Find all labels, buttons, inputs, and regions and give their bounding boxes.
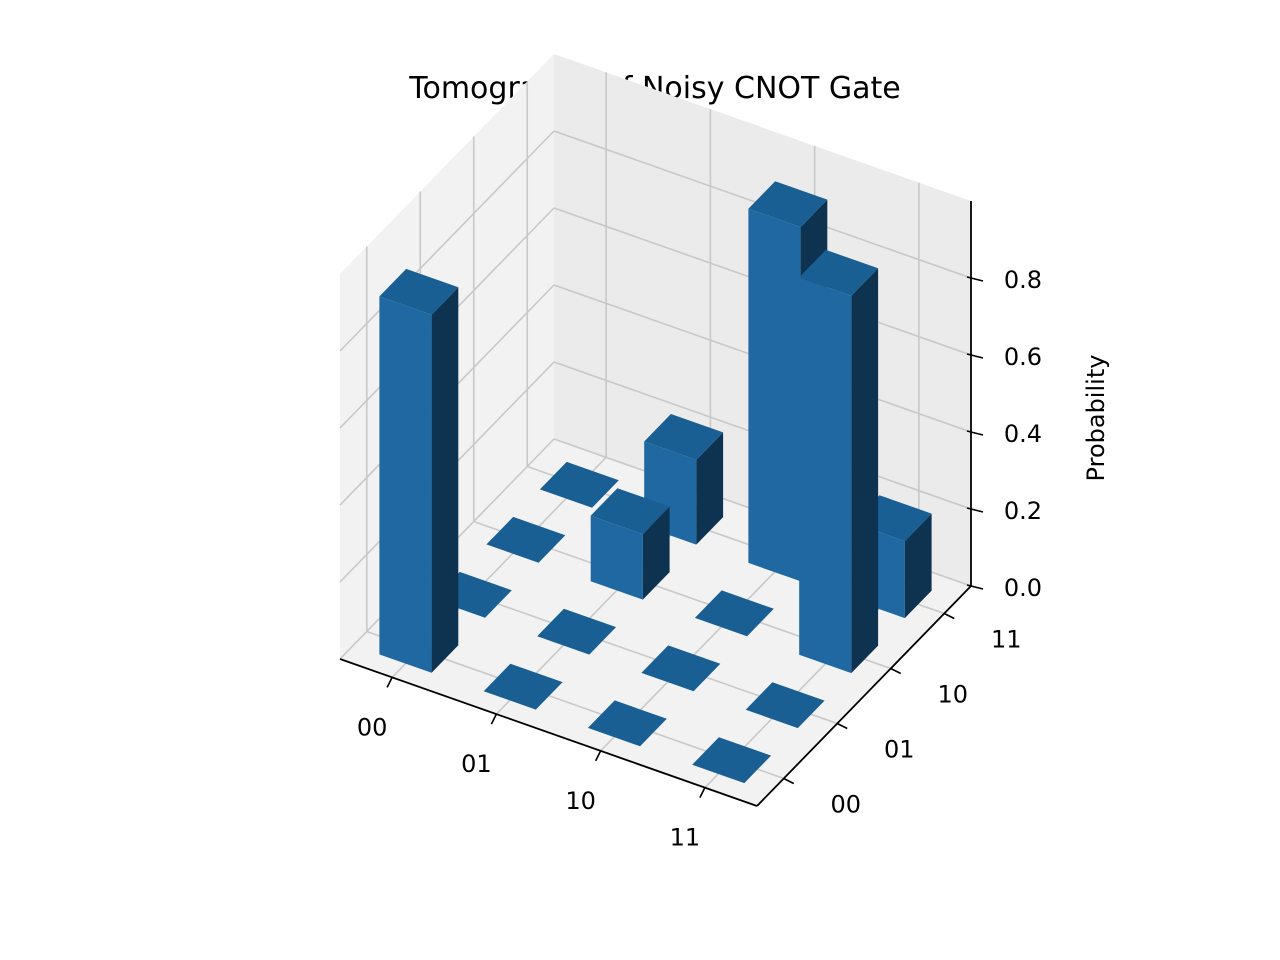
bar-top-face (694, 590, 774, 637)
bar-10-10 (694, 590, 774, 637)
bar-01-00 (483, 663, 563, 710)
bar-00-00 (379, 268, 459, 673)
y-tick-label: 10 (937, 681, 968, 709)
x-tick-label: 11 (670, 824, 701, 852)
bar-01-10 (590, 488, 670, 600)
x-axis-line (339, 658, 758, 807)
bar-10-01 (641, 645, 721, 692)
x-tick-label: 01 (461, 750, 492, 778)
tick-labels: 00 01 10 11 00 01 10 11 0.0 0.2 0.4 0.6 0.8 (357, 266, 1042, 852)
bar-00-11 (539, 461, 619, 508)
bar-front-face (799, 277, 852, 674)
bar-00-10 (486, 516, 566, 563)
bar-top-face (539, 461, 619, 508)
y-tick-label: 01 (884, 736, 915, 764)
x-tick-label: 00 (357, 713, 388, 741)
bar-top-face (745, 682, 825, 729)
x-tick-mark (594, 750, 602, 762)
y-tick-mark (783, 777, 795, 785)
bar-top-face (748, 181, 828, 228)
left-grid-z (339, 130, 555, 352)
z-axis-label: Probability (1082, 355, 1110, 482)
bar-11-00 (692, 737, 772, 784)
x-tick-label: 10 (565, 787, 596, 815)
bar-top-face (641, 645, 721, 692)
bar-front-face (590, 515, 643, 600)
bar-top-face (590, 488, 670, 535)
z-tick-mark (966, 430, 984, 436)
z-tick-label: 0.0 (1004, 574, 1042, 602)
z-tick-label: 0.8 (1004, 266, 1042, 294)
bar-11-10 (799, 249, 879, 674)
bar-11-01 (745, 682, 825, 729)
z-tick-label: 0.6 (1004, 343, 1042, 371)
y-tick-mark (943, 612, 955, 620)
bars (379, 181, 932, 784)
bar-top-face (486, 516, 566, 563)
y-tick-mark (890, 667, 902, 675)
bar-front-face (748, 208, 801, 582)
bar-10-00 (587, 700, 667, 747)
bar-top-face (483, 663, 563, 710)
bar-top-face (799, 249, 879, 296)
x-tick-mark (490, 713, 498, 725)
bar-side-face (696, 432, 724, 545)
bar-top-face (587, 700, 667, 747)
x-tick-mark (386, 677, 393, 688)
z-tick-label: 0.2 (1004, 497, 1042, 525)
bar-top-face (379, 268, 459, 315)
z-tick-label: 0.4 (1004, 420, 1042, 448)
y-tick-label: 11 (991, 626, 1022, 654)
bar-side-face (431, 287, 459, 673)
bar-top-face (692, 737, 772, 784)
z-tick-mark (966, 276, 984, 282)
bar-01-01 (537, 608, 617, 655)
z-tick-mark (966, 507, 984, 513)
bar-top-face (644, 414, 724, 460)
z-tick-mark (966, 353, 984, 359)
bar-top-face (537, 608, 617, 655)
bar-side-face (904, 513, 932, 619)
bar-side-face (851, 268, 879, 674)
x-tick-mark (699, 787, 706, 798)
bar-front-face (379, 296, 432, 673)
y-axis-line (756, 585, 972, 807)
axis-lines (339, 201, 972, 807)
y-tick-mark (836, 722, 848, 730)
y-tick-label: 00 (830, 791, 861, 819)
bar-side-face (642, 506, 670, 600)
z-tick-mark (966, 584, 984, 590)
